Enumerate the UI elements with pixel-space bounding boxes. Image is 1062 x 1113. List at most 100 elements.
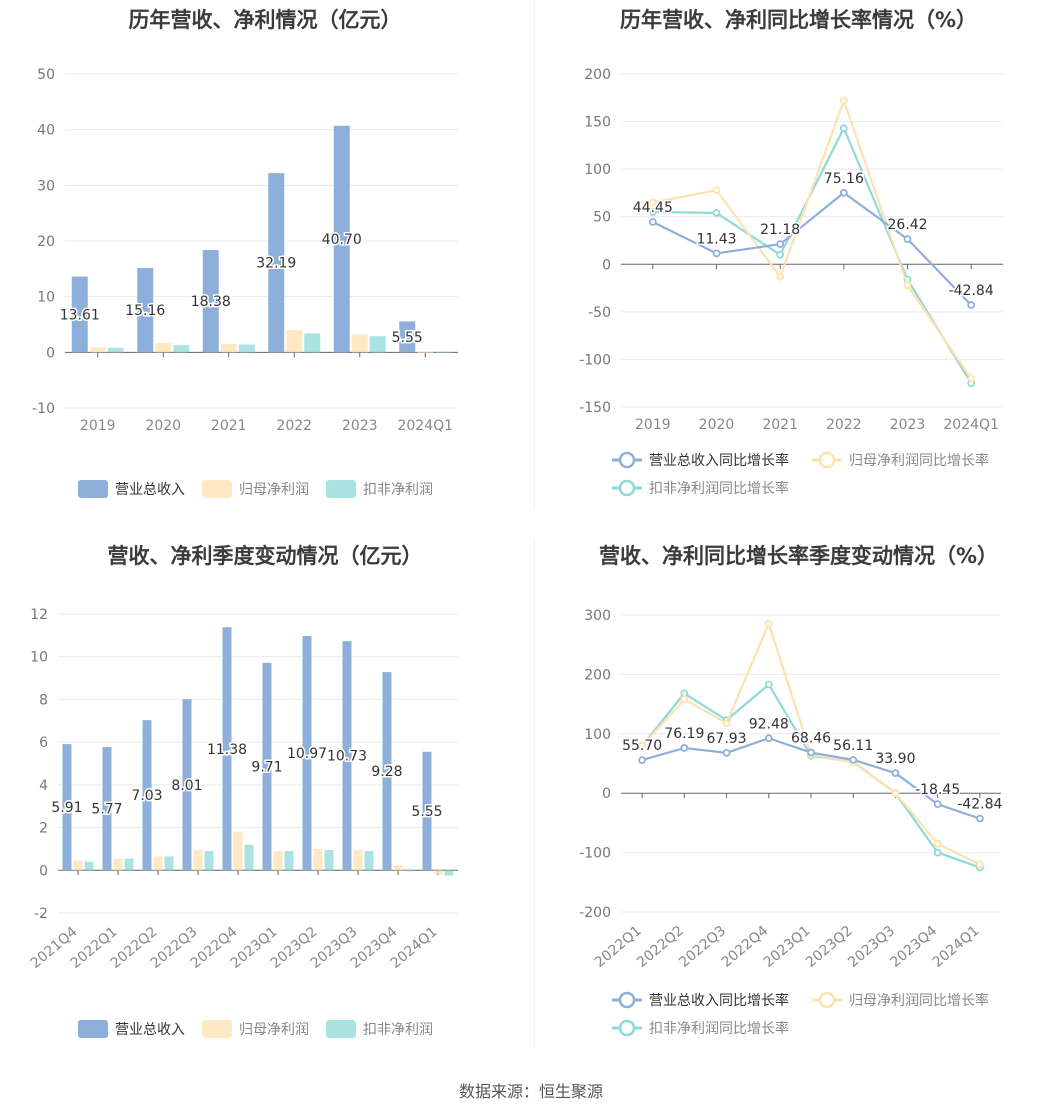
legend-marker [618,479,636,497]
annual-revenue-bar-chart: 50 40 30 20 10 0 -10 2019 13.61 2020 15.16 2021 18.3… [32,67,458,498]
bar-net-profit [155,342,172,353]
data-label: 11.43 [696,231,736,247]
x-tick-label: 2022 [826,417,862,433]
data-label: 10.97 [287,746,327,762]
x-tick-label: 2023Q4 [887,923,940,971]
bar-net-profit [433,870,443,875]
bar-deducted-profit [173,345,190,353]
data-label: 40.70 [322,232,362,248]
series-point [839,96,848,105]
bar-revenue [102,747,112,871]
legend-swatch [202,1020,232,1038]
bar-revenue [137,267,154,353]
bar-revenue [302,635,312,871]
series-point [764,620,773,628]
bar-deducted-profit [324,849,334,871]
legend-swatch [78,480,108,498]
y-tick-label: -150 [579,400,611,416]
series-point [764,734,773,743]
legend-label: 扣非净利润 [363,482,433,498]
data-label: 7.03 [131,788,162,804]
data-label: 9.28 [371,764,402,780]
series-point [776,272,785,281]
bar-revenue [62,744,72,871]
data-label: 8.01 [171,778,202,794]
series-point [933,848,942,857]
series-point [776,250,785,259]
legend-label: 扣非净利润同比增长率 [649,1020,789,1037]
x-tick-label: 2021 [762,417,798,433]
chart-title-quarterly-revenue: 营收、净利季度变动情况（亿元） [107,544,423,568]
x-tick-label: 2020 [145,418,181,434]
y-tick-label: 0 [39,863,48,879]
series-point [975,814,984,823]
bar-deducted-profit [404,870,414,872]
legend-marker [818,451,836,469]
bar-net-profit [233,831,243,871]
x-tick-label: 2023Q2 [803,923,856,971]
bar-revenue [222,627,232,871]
x-tick-label: 2021 [211,418,247,434]
data-label: 5.91 [51,800,82,816]
bar-revenue [182,699,192,871]
bar-deducted-profit [107,347,124,353]
y-tick-label: 2 [39,821,48,837]
y-tick-label: -2 [34,906,48,922]
bar-deducted-profit [435,351,452,353]
data-label: -42.84 [957,797,1002,813]
bar-net-profit [113,858,123,871]
x-tick-label: 2024Q1 [943,417,999,433]
quarterly-revenue-bar-chart: 121086420-22021Q45.912022Q15.772022Q27.0… [28,607,458,1038]
panel-divider-bottom [534,538,535,1048]
series-point [849,755,858,764]
bar-deducted-profit [84,861,94,871]
data-label: 10.73 [327,749,367,765]
bar-deducted-profit [284,851,294,871]
y-tick-label: -100 [579,352,611,368]
series-point [680,695,689,704]
legend-label: 归母净利润 [239,1021,309,1038]
data-label: -42.84 [949,283,994,299]
y-tick-label: 30 [37,178,55,194]
data-label: 9.71 [251,760,282,776]
x-tick-label: 2020 [699,417,735,433]
bar-net-profit [193,849,203,871]
y-tick-label: -10 [32,401,55,417]
data-source-note: 数据来源：恒生聚源 [458,1082,603,1101]
series-point [722,748,731,757]
bar-net-profit [220,343,237,353]
data-label: 5.55 [411,804,442,820]
y-tick-label: 40 [37,123,55,139]
bar-revenue [422,751,432,871]
bar-deducted-profit [364,851,374,871]
data-label: 15.16 [125,303,165,319]
bar-revenue [382,672,392,871]
bar-deducted-profit [244,844,254,871]
x-tick-label: 2024Q1 [397,418,453,434]
legend-label: 营业总收入 [115,482,185,498]
bar-net-profit [393,864,403,871]
quarterly-growth-panel: 营收、净利同比增长率季度变动情况（%） 300 200 100 0 -100 -200 20… [535,538,1062,1058]
y-tick-label: 20 [37,234,55,250]
legend-marker [618,451,636,469]
series-point [839,188,848,197]
y-tick-label: 50 [37,67,55,83]
data-label: 67.93 [707,731,747,747]
data-label: 56.11 [833,738,873,754]
bar-deducted-profit [164,856,174,871]
y-tick-label: 8 [39,692,48,708]
series-point [712,249,721,258]
y-tick-label: -50 [588,305,611,321]
series-point [891,789,900,798]
series-line-net-profit [652,97,973,380]
legend-label: 归母净利润同比增长率 [849,452,989,469]
data-label: 55.70 [622,738,662,754]
series-point [933,800,942,809]
x-tick-label: 2022Q3 [676,923,729,971]
series-point [712,186,721,194]
x-tick-label: 2022Q2 [634,923,687,971]
annual-growth-panel: 历年营收、净利同比增长率情况（%） 200 150 100 50 0 -50 -100 -15… [535,0,1062,510]
quarterly-growth-line-chart: 300 200 100 0 -100 -200 2022Q12022Q22022Q32022… [579,608,1004,1037]
y-tick-label: 50 [593,210,611,226]
y-tick-label: 6 [39,735,48,751]
